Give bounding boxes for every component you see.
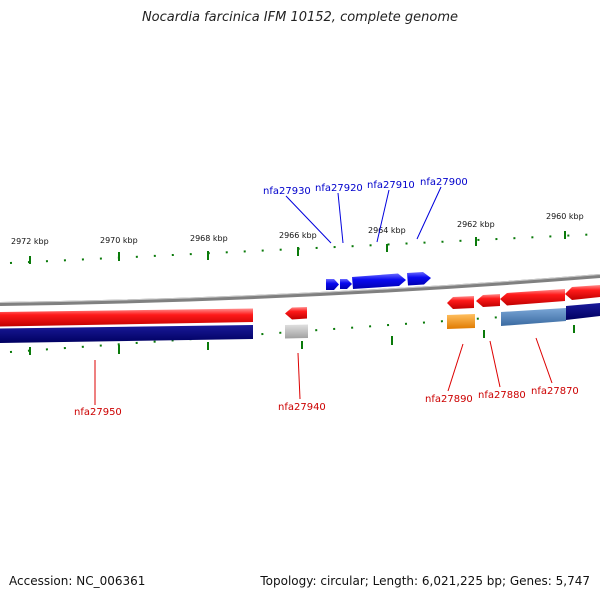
label-nfa27940[interactable]: nfa27940 <box>278 402 326 413</box>
gene-nfa27910[interactable] <box>352 273 406 290</box>
gene-right-edge[interactable] <box>565 285 600 300</box>
label-nfa27880[interactable]: nfa27880 <box>478 390 526 401</box>
gene-nfa27890[interactable] <box>447 296 474 309</box>
ruler-label-2962: 2962 kbp <box>457 220 495 229</box>
label-nfa27900[interactable]: nfa27900 <box>420 177 468 188</box>
ruler-label-2970: 2970 kbp <box>100 236 138 245</box>
reverse-genes <box>0 285 600 343</box>
label-nfa27920[interactable]: nfa27920 <box>315 183 363 194</box>
genome-stats-text: Topology: circular; Length: 6,021,225 bp… <box>260 574 590 588</box>
genome-backbone <box>0 274 600 306</box>
label-nfa27950[interactable]: nfa27950 <box>74 407 122 418</box>
forward-genes <box>326 272 431 290</box>
label-nfa27910[interactable]: nfa27910 <box>367 180 415 191</box>
genome-title: Nocardia farcinica IFM 10152, complete g… <box>141 10 459 25</box>
gene-nfa27880[interactable] <box>476 294 500 307</box>
gene-nfa27900[interactable] <box>407 272 431 286</box>
gene-nfa27940[interactable] <box>285 307 307 320</box>
major-ticks <box>29 231 575 355</box>
ruler-label-2966: 2966 kbp <box>279 231 317 240</box>
ruler-label-2968: 2968 kbp <box>190 234 228 243</box>
gene-nfa27870[interactable] <box>500 289 565 306</box>
ruler-label-2964: 2964 kbp <box>368 226 406 235</box>
ruler-label-2960: 2960 kbp <box>546 212 584 221</box>
reverse-leader-lines <box>94 337 553 405</box>
label-nfa27870[interactable]: nfa27870 <box>531 386 579 397</box>
label-nfa27890[interactable]: nfa27890 <box>425 394 473 405</box>
gene-nfa27920[interactable] <box>340 279 352 289</box>
gene-nfa27930[interactable] <box>326 279 339 290</box>
forward-leader-lines <box>285 186 442 244</box>
ruler-label-2972: 2972 kbp <box>11 237 49 246</box>
label-nfa27930[interactable]: nfa27930 <box>263 186 311 197</box>
accession-text: Accession: NC_006361 <box>9 574 146 588</box>
gene-nfa27950[interactable] <box>0 308 253 327</box>
